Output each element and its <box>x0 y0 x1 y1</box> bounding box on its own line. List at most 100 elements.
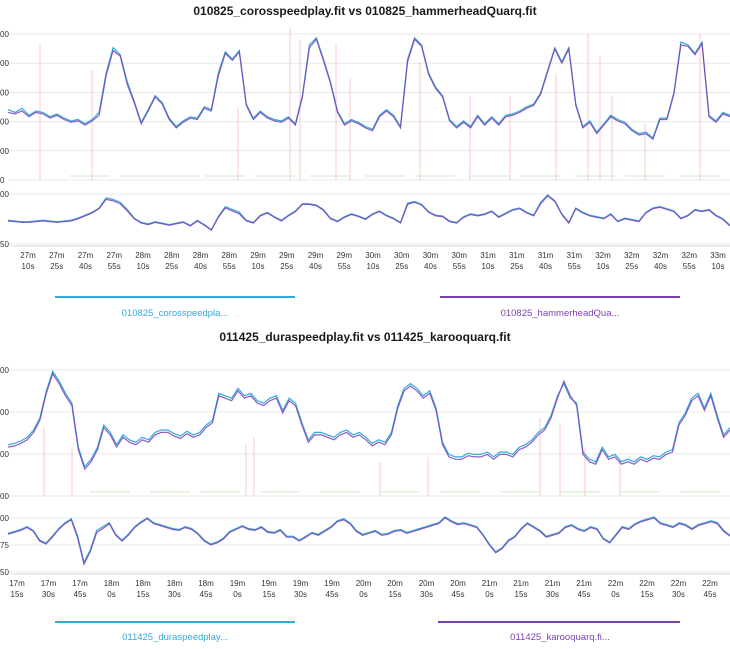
svg-text:45s: 45s <box>578 590 591 599</box>
svg-text:55s: 55s <box>223 262 236 271</box>
svg-text:31m: 31m <box>566 251 582 260</box>
legend-label-b[interactable]: 011425_karooquarq.fi... <box>510 632 610 643</box>
svg-text:0s: 0s <box>485 590 493 599</box>
svg-text:27m: 27m <box>20 251 36 260</box>
svg-text:55s: 55s <box>108 262 121 271</box>
svg-text:22m: 22m <box>702 579 718 588</box>
svg-text:22m: 22m <box>608 579 624 588</box>
svg-text:25s: 25s <box>165 262 178 271</box>
legend-label-b[interactable]: 010825_hammerheadQua... <box>501 308 620 319</box>
svg-text:45s: 45s <box>200 590 213 599</box>
svg-text:29m: 29m <box>308 251 324 260</box>
svg-text:55s: 55s <box>568 262 581 271</box>
svg-text:33m: 33m <box>710 251 726 260</box>
legend-label-a[interactable]: 010825_corosspeedpla... <box>122 308 229 319</box>
y-tick-label: 00 <box>0 190 9 199</box>
svg-text:31m: 31m <box>538 251 554 260</box>
svg-text:25s: 25s <box>280 262 293 271</box>
svg-text:20m: 20m <box>387 579 403 588</box>
top-series-b-line <box>7 372 730 471</box>
top-series-b-line <box>7 38 730 141</box>
svg-text:27m: 27m <box>78 251 94 260</box>
bottom-series-b-line <box>7 194 730 232</box>
svg-text:28m: 28m <box>221 251 237 260</box>
y-tick-label: 00 <box>0 408 9 417</box>
svg-text:45s: 45s <box>704 590 717 599</box>
svg-text:28m: 28m <box>193 251 209 260</box>
svg-text:20m: 20m <box>450 579 466 588</box>
svg-text:20m: 20m <box>356 579 372 588</box>
chart-1-svg: 00000000000005027m10s27m25s27m40s27m55s2… <box>0 28 730 319</box>
svg-text:30s: 30s <box>546 590 559 599</box>
svg-text:17m: 17m <box>9 579 25 588</box>
svg-text:28m: 28m <box>135 251 151 260</box>
svg-text:10s: 10s <box>712 262 725 271</box>
svg-text:32m: 32m <box>595 251 611 260</box>
svg-text:25s: 25s <box>50 262 63 271</box>
bottom-series-b-line <box>7 517 730 567</box>
svg-text:30m: 30m <box>423 251 439 260</box>
svg-text:15s: 15s <box>515 590 528 599</box>
svg-text:27m: 27m <box>106 251 122 260</box>
chart-2-title: 011425_duraspeedplay.fit vs 011425_karoo… <box>219 330 511 344</box>
svg-text:40s: 40s <box>309 262 322 271</box>
svg-text:10s: 10s <box>597 262 610 271</box>
svg-text:0s: 0s <box>611 590 619 599</box>
bottom-series-a-line <box>7 194 730 231</box>
svg-text:29m: 29m <box>336 251 352 260</box>
y-tick-label: 00 <box>0 492 9 501</box>
svg-text:29m: 29m <box>250 251 266 260</box>
y-tick-label: 00 <box>0 118 9 127</box>
chart-1-title: 010825_corosspeedplay.fit vs 010825_hamm… <box>193 4 537 18</box>
y-tick-label: 00 <box>0 514 9 523</box>
bottom-series-a-line <box>7 516 730 565</box>
svg-text:30s: 30s <box>168 590 181 599</box>
y-tick-label: 00 <box>0 88 9 97</box>
svg-text:22m: 22m <box>671 579 687 588</box>
svg-text:10s: 10s <box>482 262 495 271</box>
svg-text:15s: 15s <box>137 590 150 599</box>
top-series-a-line <box>7 36 730 139</box>
svg-text:0s: 0s <box>233 590 241 599</box>
svg-text:30m: 30m <box>365 251 381 260</box>
svg-text:40s: 40s <box>79 262 92 271</box>
svg-text:40s: 40s <box>654 262 667 271</box>
svg-text:25s: 25s <box>625 262 638 271</box>
svg-text:29m: 29m <box>279 251 295 260</box>
y-tick-label: 0 <box>0 176 5 185</box>
y-tick-label: 00 <box>0 30 9 39</box>
legend-label-a[interactable]: 011425_duraspeedplay... <box>122 632 228 643</box>
svg-text:18m: 18m <box>104 579 120 588</box>
svg-text:18m: 18m <box>167 579 183 588</box>
svg-text:18m: 18m <box>135 579 151 588</box>
